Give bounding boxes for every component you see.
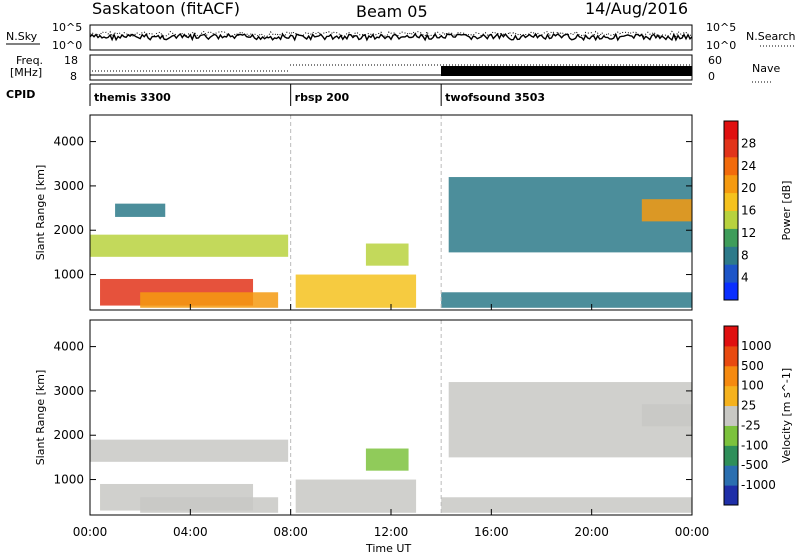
- cpid-program-name: themis 3300: [94, 91, 171, 104]
- nave-tick-bottom: 0: [708, 70, 715, 83]
- station-title: Saskatoon (fitACF): [92, 0, 240, 18]
- echo-region: [365, 448, 409, 471]
- echo-region: [441, 497, 692, 513]
- y-axis-title: Slant Range [km]: [34, 370, 47, 466]
- echo-region: [641, 404, 692, 427]
- cpid-program-group: themis 3300 rbsp 200 twofsound 3503: [89, 83, 692, 106]
- echo-region: [90, 234, 289, 257]
- colorbar-segment: [724, 121, 738, 140]
- nsearch-label: N.Search: [746, 30, 796, 43]
- y-axis-title: Slant Range [km]: [34, 165, 47, 261]
- colorbar-tick-label: 20: [741, 181, 756, 195]
- colorbar-segment: [724, 174, 738, 194]
- echo-region: [441, 292, 692, 308]
- nave-trace: [92, 64, 692, 72]
- x-tick-label: 04:00: [173, 525, 208, 539]
- colorbar-segment: [724, 405, 738, 426]
- colorbar-segment: [724, 264, 738, 283]
- nsearch-tick-top: 10^5: [706, 21, 736, 34]
- y-tick-label: 3000: [53, 384, 84, 398]
- colorbar-segment: [724, 425, 738, 446]
- echo-region: [295, 479, 417, 513]
- colorbar-frame: [723, 120, 739, 301]
- freq-label-line1: Freq.: [16, 54, 43, 67]
- freq-label-line2: [MHz]: [10, 66, 42, 79]
- colorbar-segment: [724, 228, 738, 247]
- y-tick-label: 1000: [53, 473, 84, 487]
- colorbar-title: Power [dB]: [780, 181, 793, 241]
- nsky-tick-bottom: 10^0: [52, 39, 82, 52]
- x-tick-label: 16:00: [474, 525, 509, 539]
- date-title: 14/Aug/2016: [585, 0, 688, 18]
- echo-region: [140, 292, 279, 308]
- beam-title: Beam 05: [356, 2, 428, 21]
- colorbar-tick-label: -500: [741, 458, 768, 472]
- colorbar-tick-label: 8: [741, 248, 749, 262]
- nsearch-tick-bottom: 10^0: [706, 39, 736, 52]
- colorbar-segment: [724, 210, 738, 229]
- colorbar-tick-label: 12: [741, 226, 756, 240]
- echo-region: [365, 243, 409, 266]
- y-tick-label: 1000: [53, 268, 84, 282]
- y-tick-label: 4000: [53, 135, 84, 149]
- echo-region: [140, 497, 279, 513]
- nsearch-trace: [89, 30, 693, 38]
- velocity-panel: 1000 2000 3000 4000 Slant Range [km] 1000 500 1…: [34, 319, 793, 516]
- nsky-tick-top: 10^5: [52, 21, 82, 34]
- nave-tick-top: 60: [708, 54, 722, 67]
- echo-region: [295, 274, 417, 308]
- echo-region: [115, 203, 166, 217]
- colorbar-tick-label: -100: [741, 438, 768, 452]
- colorbar-segment: [724, 326, 738, 347]
- y-tick-label: 2000: [53, 223, 84, 237]
- colorbar-segment: [724, 445, 738, 466]
- nsky-label: N.Sky: [6, 30, 38, 43]
- y-tick-label: 4000: [53, 340, 84, 354]
- cpid-program-name: rbsp 200: [295, 91, 350, 104]
- x-tick-label: 08:00: [273, 525, 308, 539]
- colorbar-segment: [724, 465, 738, 486]
- colorbar-tick-label: 1000: [741, 339, 772, 353]
- echo-region: [641, 199, 692, 222]
- colorbar-title: Velocity [m s^-1]: [780, 368, 793, 463]
- cpid-label: CPID: [6, 88, 35, 101]
- colorbar-segment: [724, 345, 738, 367]
- colorbar-segment: [724, 156, 738, 176]
- colorbar-segment: [724, 138, 738, 158]
- colorbar-tick-label: 24: [741, 159, 756, 173]
- freq-tick-bottom: 8: [70, 70, 77, 83]
- colorbar-tick-label: 25: [741, 399, 756, 413]
- echo-region: [90, 439, 289, 462]
- x-tick-label: 00:00: [675, 525, 710, 539]
- colorbar-segment: [724, 192, 738, 211]
- freq-tick-top: 18: [64, 54, 78, 67]
- x-tick-label: 20:00: [574, 525, 609, 539]
- y-tick-label: 2000: [53, 428, 84, 442]
- colorbar-segment: [724, 385, 738, 407]
- time-axis: 00:00 04:00 08:00 12:00 16:00 20:00 00:00: [73, 304, 710, 539]
- colorbar-segment: [724, 365, 738, 387]
- colorbar-tick-label: 100: [741, 379, 764, 393]
- colorbar-segment: [724, 246, 738, 265]
- colorbar-frame: [723, 325, 739, 506]
- y-tick-label: 3000: [53, 179, 84, 193]
- x-axis-title: Time UT: [365, 542, 411, 554]
- colorbar-tick-label: 500: [741, 359, 764, 373]
- colorbar-segment: [724, 282, 738, 301]
- nave-label: Nave: [752, 62, 780, 75]
- nave-dense-block: [441, 66, 692, 76]
- colorbar-tick-label: 28: [741, 136, 756, 150]
- x-tick-label: 12:00: [374, 525, 409, 539]
- x-tick-label: 00:00: [73, 525, 108, 539]
- colorbar-tick-label: -25: [741, 418, 761, 432]
- nsky-trace: [89, 32, 693, 42]
- colorbar-segment: [724, 485, 738, 506]
- colorbar-tick-label: 4: [741, 271, 749, 285]
- cpid-program-name: twofsound 3503: [445, 91, 545, 104]
- colorbar-tick-label: 16: [741, 204, 756, 218]
- power-panel: 1000 2000 3000 4000 Slant Range [km] 4 8 12 16 20…: [34, 114, 793, 311]
- colorbar-tick-label: -1000: [741, 478, 776, 492]
